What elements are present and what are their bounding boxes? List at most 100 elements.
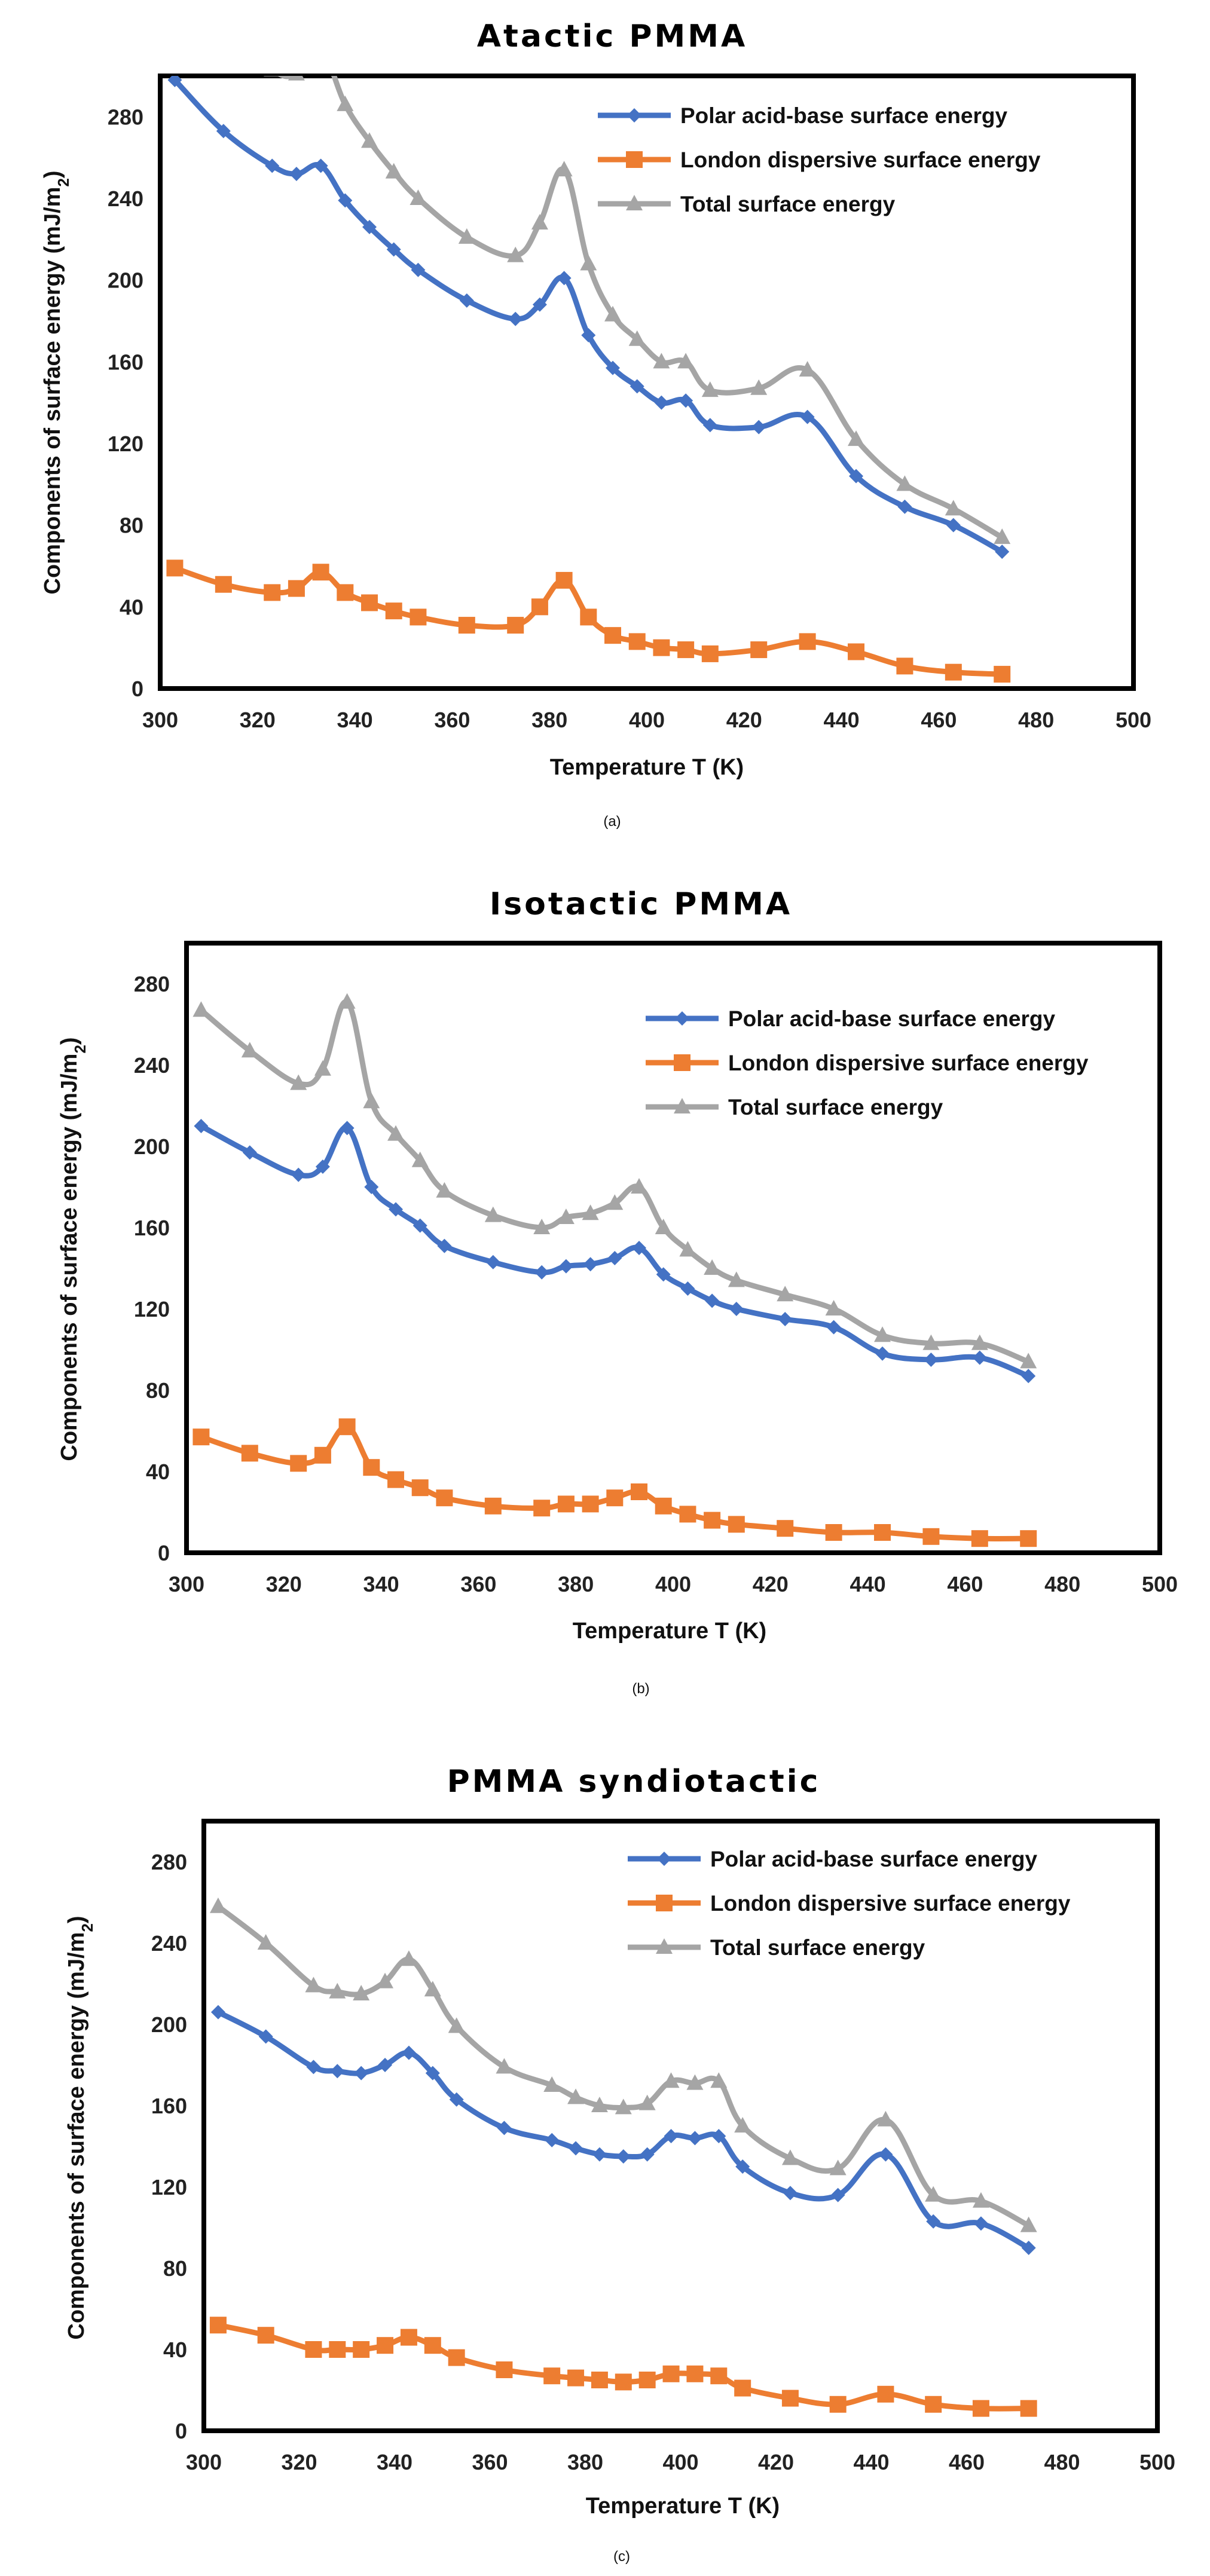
data-point [592,2147,607,2162]
y-tick-label: 40 [120,595,143,619]
legend-item: Total surface energy [598,192,896,216]
x-tick-label: 300 [142,708,178,732]
svg-text:Components of surface energy (: Components of surface energy (mJ/m2) [40,170,72,594]
data-point [606,1194,624,1210]
data-point [194,1119,209,1133]
chart-b: Isotactic PMMA Components of surface ene… [57,886,1178,1697]
data-point [458,228,475,244]
data-point [972,1350,987,1365]
data-point [896,657,913,675]
x-tick-label: 420 [753,1572,789,1596]
data-point [710,2367,728,2385]
data-point [653,353,670,369]
data-point [679,1241,696,1257]
data-point [389,1202,404,1217]
x-axis-label: Temperature T (K) [550,755,744,780]
data-point [1021,1369,1036,1384]
data-point [361,132,378,148]
legend-label: Polar acid-base surface energy [710,1847,1037,1871]
data-point [680,1281,695,1296]
y-tick-labels: 0 40 80 120 160 200 240 280 [151,1850,187,2443]
data-point [313,158,328,173]
chart-title: PMMA syndiotactic [447,1764,821,1800]
data-point [484,1206,502,1222]
data-point [849,469,864,484]
legend-label: Total surface energy [728,1095,943,1119]
data-point [606,1489,624,1507]
data-point [385,602,402,620]
y-tick-label: 120 [134,1297,170,1321]
data-point [378,2058,393,2072]
data-point [729,1302,744,1316]
y-tick-label: 40 [163,2338,187,2362]
data-point [209,1897,227,1913]
legend-marker [675,1011,689,1026]
data-point [878,2147,893,2162]
data-point [705,1293,720,1308]
data-point [534,1265,549,1280]
data-point [734,2117,751,2133]
data-point [777,1520,794,1537]
legend-item: London dispersive surface energy [628,1891,1071,1916]
y-tick-label: 240 [108,186,143,211]
data-point [411,1479,429,1497]
data-point [557,1495,575,1513]
series-polar [167,76,1010,559]
data-point [925,2186,942,2202]
data-point [387,1471,405,1488]
data-point [778,1312,793,1326]
data-point [926,2214,941,2229]
chart-a: Atactic PMMA Components of surface energ… [40,19,1151,830]
data-point [638,2094,656,2110]
data-point [329,2341,346,2358]
x-tick-label: 300 [169,1572,204,1596]
data-point [306,2060,321,2075]
data-point [677,641,695,659]
x-tick-label: 500 [1139,2450,1175,2474]
data-point [410,608,427,626]
y-tick-label: 280 [108,105,143,129]
x-tick-label: 360 [434,708,470,732]
y-tick-label: 0 [132,677,143,701]
data-point [312,564,329,581]
data-point [735,2159,750,2174]
data-point [436,1489,453,1507]
x-tick-labels: 300 320 340 360 380 400 420 440 460 480 500 [142,708,1151,732]
y-axis-label-subscript: 2 [78,1923,96,1932]
data-point [1020,2216,1037,2232]
data-point [545,2133,560,2147]
data-point [353,1985,370,2000]
data-point [338,1418,356,1436]
y-axis-label-close: ) [57,1037,82,1045]
legend: Polar acid-base surface energy London dis… [646,1006,1089,1119]
data-point [386,242,401,257]
legend-marker [627,108,641,123]
data-point [604,627,622,644]
data-point [580,608,597,626]
series-layer [166,76,1011,683]
data-point [829,2396,847,2413]
data-point [569,2141,583,2156]
x-tick-label: 340 [337,708,373,732]
y-tick-label: 0 [175,2419,187,2443]
y-axis-label: Components of surface energy (mJ/m2) [64,1916,96,2339]
y-tick-label: 0 [158,1541,170,1565]
data-point [664,2129,679,2143]
data-point [337,584,354,601]
data-point [897,499,912,514]
legend-marker [657,1852,671,1866]
data-point [411,1151,429,1167]
data-point [288,76,305,81]
svg-text:Components of surface energy (: Components of surface energy (mJ/m2) [64,1916,96,2339]
data-point [458,617,475,634]
data-point [686,2074,704,2090]
data-point [485,1255,500,1269]
data-point [497,2121,512,2136]
data-point [615,2098,632,2115]
y-tick-labels: 0 40 80 120 160 200 240 280 [134,972,170,1565]
legend-item: London dispersive surface energy [598,148,1041,172]
data-point [781,2149,799,2165]
data-point [825,1300,842,1315]
data-point [401,2045,416,2060]
